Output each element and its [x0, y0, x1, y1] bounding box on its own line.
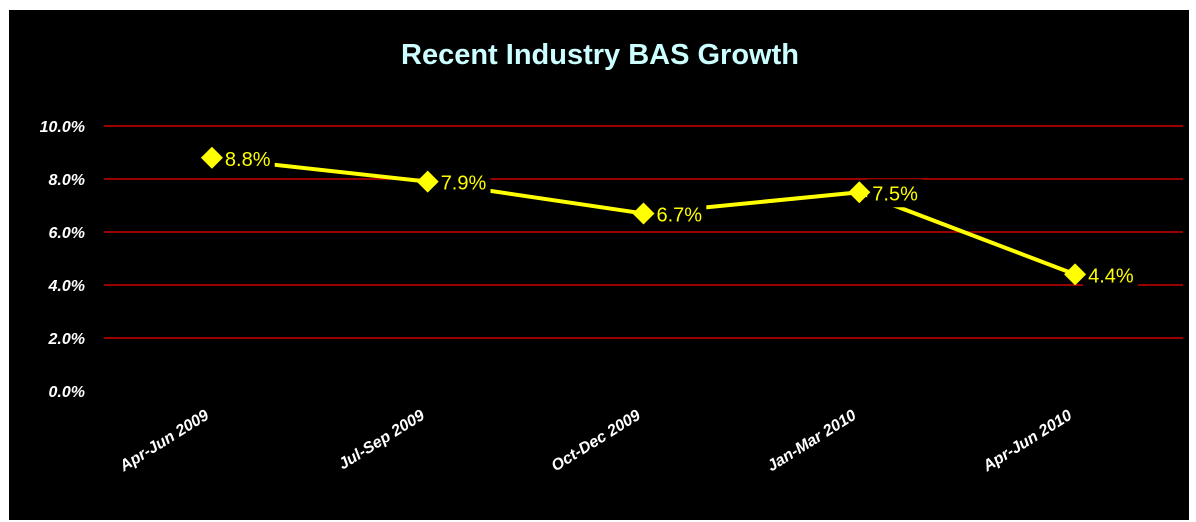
data-labels: 8.8% 7.9% 6.7% 7.5% 4.4%: [219, 144, 1138, 290]
data-point-marker: [416, 170, 439, 193]
data-point-marker: [632, 202, 655, 225]
y-tick-label: 6.0%: [49, 225, 85, 242]
data-label-background: [1083, 261, 1138, 290]
data-label-background: [435, 168, 491, 197]
data-label-background: [651, 200, 707, 229]
x-axis-ticks: Apr-Jun 2009 Jul-Sep 2009 Oct-Dec 2009 Jan-…: [116, 407, 1075, 476]
y-tick-label: 2.0%: [48, 331, 85, 348]
gridlines: [104, 125, 1183, 339]
y-tick-label: 8.0%: [49, 172, 85, 189]
x-tick-label: Jul-Sep 2009: [336, 407, 428, 473]
data-label-background: [219, 144, 275, 173]
data-label: 8.8%: [225, 149, 271, 171]
data-label: 6.7%: [657, 204, 703, 226]
data-label: 7.5%: [872, 183, 918, 205]
data-label: 4.4%: [1088, 265, 1134, 287]
y-tick-label: 10.0%: [40, 119, 85, 136]
y-axis-ticks: 0.0% 2.0% 4.0% 6.0% 8.0% 10.0%: [40, 119, 85, 401]
x-tick-label: Oct-Dec 2009: [549, 407, 644, 475]
y-tick-label: 0.0%: [49, 384, 85, 401]
data-point-marker: [200, 146, 223, 169]
data-markers: [200, 146, 1087, 286]
chart-title: Recent Industry BAS Growth: [401, 39, 799, 71]
y-tick-label: 4.0%: [48, 278, 85, 295]
chart-background: [9, 10, 1189, 520]
x-tick-label: Jan-Mar 2010: [764, 407, 859, 475]
data-label: 7.9%: [441, 173, 487, 195]
x-tick-label: Apr-Jun 2009: [116, 407, 212, 476]
data-point-marker: [1064, 263, 1087, 286]
data-point-marker: [848, 181, 871, 204]
x-tick-label: Apr-Jun 2010: [979, 407, 1075, 476]
data-label-background: [867, 179, 923, 208]
